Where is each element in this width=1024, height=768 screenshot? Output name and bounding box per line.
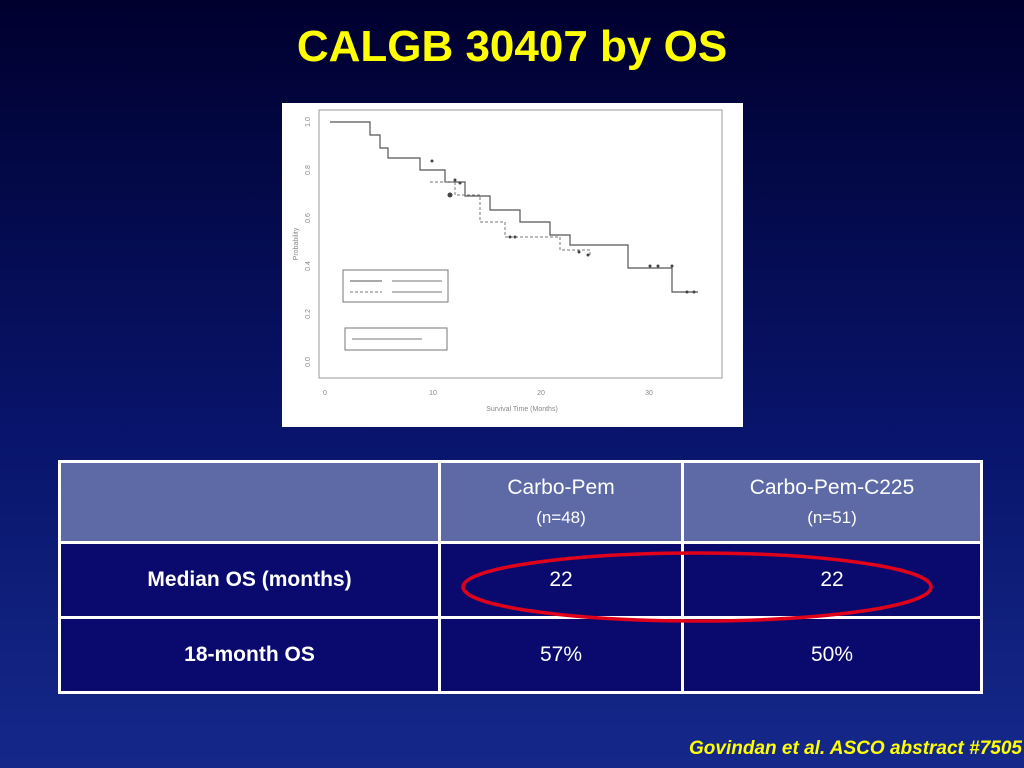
x-tick-label: 30 bbox=[645, 390, 653, 397]
column-n: (n=48) bbox=[536, 508, 586, 527]
cell: 22 bbox=[438, 541, 684, 619]
citation: Govindan et al. ASCO abstract #7505 bbox=[689, 738, 1022, 759]
figure-background bbox=[282, 103, 743, 427]
header-cell bbox=[58, 460, 441, 544]
km-figure: 0 10 20 30 1.0 0.8 0.6 0.4 0.2 0.0 Survival Time (… bbox=[282, 103, 743, 427]
header-cell: Carbo-Pem (n=48) bbox=[438, 460, 684, 544]
row-label: 18-month OS bbox=[58, 616, 441, 694]
column-name: Carbo-Pem bbox=[507, 476, 615, 499]
cell: 22 bbox=[681, 541, 983, 619]
cell: 57% bbox=[438, 616, 684, 694]
row-label: Median OS (months) bbox=[58, 541, 441, 619]
survival-curve bbox=[330, 121, 698, 293]
header-cell: Carbo-Pem-C225 (n=51) bbox=[681, 460, 983, 544]
x-axis-label: Survival Time (Months) bbox=[486, 406, 558, 413]
x-tick-label: 20 bbox=[537, 390, 545, 397]
column-n: (n=51) bbox=[807, 508, 857, 527]
y-tick-label: 1.0 bbox=[305, 117, 312, 127]
y-tick-label: 0.6 bbox=[305, 213, 312, 223]
y-axis-label: Probability bbox=[293, 227, 300, 260]
results-table: Carbo-Pem (n=48) Carbo-Pem-C225 (n=51) Med… bbox=[58, 460, 983, 694]
y-tick-label: 0.8 bbox=[305, 165, 312, 175]
x-tick-label: 0 bbox=[323, 390, 327, 397]
legend-box bbox=[342, 269, 449, 303]
column-name: Carbo-Pem-C225 bbox=[749, 476, 915, 499]
legend-box bbox=[344, 327, 448, 351]
survival-curve bbox=[430, 181, 591, 255]
censor-marks bbox=[430, 159, 696, 294]
y-tick-label: 0.4 bbox=[305, 261, 312, 271]
y-tick-label: 0.2 bbox=[305, 309, 312, 319]
cell: 50% bbox=[681, 616, 983, 694]
y-tick-label: 0.0 bbox=[305, 357, 312, 367]
x-tick-label: 10 bbox=[429, 390, 437, 397]
plot-frame bbox=[318, 109, 723, 379]
slide-title: CALGB 30407 by OS bbox=[296, 22, 728, 71]
